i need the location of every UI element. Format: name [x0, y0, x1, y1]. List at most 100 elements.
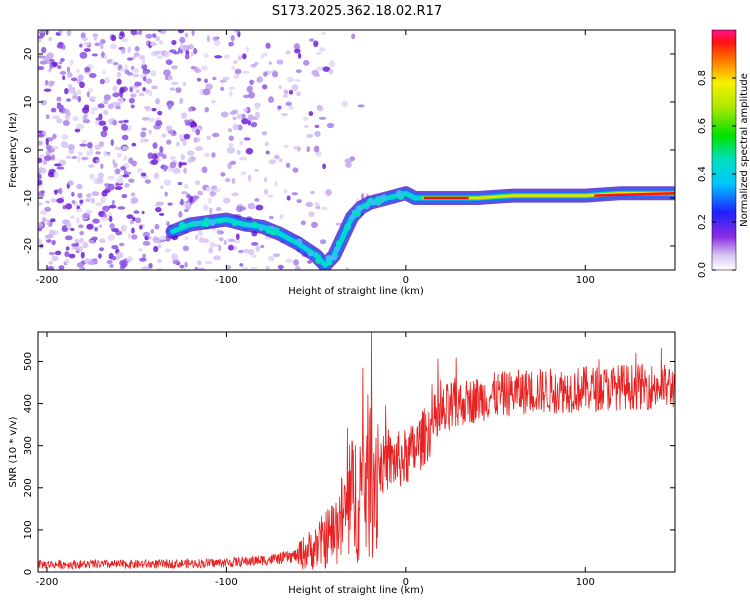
spectrogram-noise-blob — [85, 209, 93, 214]
ridge-blob — [273, 228, 279, 233]
spectrogram-noise-blob — [139, 138, 144, 143]
spectrogram-noise-blob — [38, 133, 44, 138]
spectrogram-noise-blob — [130, 104, 135, 109]
spectrogram-noise-blob — [205, 187, 211, 192]
spectrogram-noise-blob — [52, 133, 57, 140]
spectrogram-noise-blob — [158, 236, 167, 241]
spectrogram-noise-blob — [123, 169, 127, 175]
spectrogram-noise-blob — [223, 240, 227, 245]
spectrogram-noise-blob — [145, 78, 153, 84]
spectrogram-noise-blob — [296, 91, 302, 97]
spectrogram-noise-blob — [211, 152, 216, 158]
spectrogram-noise-blob — [267, 194, 274, 198]
spectrogram-noise-blob — [66, 224, 72, 229]
spectrogram-noise-blob — [302, 60, 310, 66]
spectrogram-noise-blob — [141, 266, 150, 270]
spectrogram-noise-blob — [53, 171, 59, 178]
spectrogram-noise-blob — [239, 263, 244, 267]
spectrogram-noise-blob — [135, 89, 140, 94]
spectrogram-noise-blob — [67, 72, 73, 78]
spectrogram-noise-blob — [243, 108, 249, 112]
spectrogram-noise-blob — [38, 130, 43, 134]
spectrogram-noise-blob — [344, 158, 353, 164]
spectrogram-noise-blob — [183, 133, 191, 140]
spectrogram-noise-blob — [154, 223, 160, 230]
spectrogram-noise-blob — [127, 232, 131, 239]
spectrogram-noise-blob — [121, 134, 129, 141]
spectrogram-noise-blob — [285, 50, 291, 55]
spectrogram-noise-blob — [241, 118, 249, 125]
spectrogram-noise-blob — [167, 202, 173, 206]
spectrogram-noise-blob — [38, 260, 41, 267]
spectrogram-noise-blob — [134, 46, 140, 52]
spectrogram-noise-blob — [235, 233, 240, 241]
spectrogram-noise-blob — [116, 152, 122, 158]
spectrogram-noise-blob — [193, 137, 198, 143]
spectrogram-noise-blob — [86, 223, 94, 230]
spectrogram-x-axis: -200 -100 0 100 — [36, 30, 595, 286]
spectrogram-noise-blob — [272, 253, 280, 257]
colorbar-label: Normalized spectral amplitude — [739, 73, 750, 227]
spectrogram-noise-blob — [71, 243, 79, 247]
spectrogram-noise-blob — [75, 245, 84, 253]
snr-x-tick-label: -200 — [36, 577, 59, 588]
spectrogram-noise-blob — [50, 154, 56, 161]
ridge-blob — [191, 222, 196, 227]
spectrogram-noise-blob — [223, 54, 231, 59]
spectrogram-noise-blob — [179, 97, 184, 102]
spectrogram-noise-blob — [45, 138, 49, 146]
spectrogram-noise-blob — [165, 125, 173, 132]
spectrogram-noise-blob — [315, 205, 321, 210]
spectrogram-noise-blob — [228, 90, 233, 97]
spectrogram-noise-blob — [251, 254, 257, 259]
spectrogram-noise-blob — [103, 94, 111, 101]
spectrogram-noise-blob — [142, 240, 151, 246]
spectrogram-noise-blob — [102, 125, 109, 132]
ridge-max-segment — [594, 191, 675, 197]
spectrogram-noise-blob — [183, 183, 190, 189]
spectrogram-noise-blob — [76, 262, 84, 268]
spectrogram-noise-blob — [123, 224, 128, 231]
spectrogram-noise-blob — [50, 198, 57, 203]
spectrogram-noise-blob — [68, 87, 76, 94]
spectrogram-noise-blob — [234, 30, 240, 34]
spectrogram-noise-blob — [43, 155, 52, 161]
spectrogram-noise-blob — [115, 182, 119, 186]
spectrogram-noise-blob — [64, 88, 69, 95]
spectrogram-noise-blob — [328, 60, 336, 68]
spectrogram-noise-blob — [248, 79, 255, 85]
spectrogram-noise-blob — [344, 267, 350, 270]
spectrogram-noise-blob — [82, 212, 91, 219]
spectrogram-noise-blob — [56, 96, 62, 102]
spectrogram-noise-blob — [232, 60, 238, 65]
spectrogram-noise-blob — [112, 92, 120, 98]
spectrogram-noise-blob — [95, 151, 101, 155]
spectrogram-noise-blob — [202, 88, 211, 96]
spectrogram-noise-blob — [94, 144, 102, 150]
spectrogram-noise-blob — [109, 263, 114, 268]
spectrogram-noise-blob — [310, 190, 315, 195]
spectrogram-noise-blob — [239, 140, 244, 146]
spectrogram-noise-blob — [56, 65, 62, 69]
spectrogram-noise-blob — [276, 59, 284, 65]
spectrogram-noise-blob — [128, 97, 135, 104]
spectrogram-noise-blob — [152, 33, 157, 38]
snr-x-tick-label: 0 — [403, 577, 409, 588]
spectrogram-noise-blob — [291, 192, 298, 196]
spectrogram-noise-blob — [107, 234, 115, 242]
spectrogram-noise-blob — [144, 179, 152, 184]
spectrogram-noise-blob — [321, 206, 328, 211]
spectrogram-noise-blob — [141, 117, 150, 121]
spectrogram-noise-blob — [46, 52, 54, 60]
spectrogram-noise-blob — [38, 140, 44, 146]
spectrogram-noise-blob — [205, 83, 213, 91]
spectrogram-noise-blob — [138, 30, 143, 36]
snr-plot-area — [38, 332, 675, 570]
spectrogram-noise-blob — [265, 42, 271, 49]
spectrogram-noise-blob — [150, 159, 159, 165]
spectrogram-noise-blob — [158, 212, 165, 216]
spectrogram-noise-blob — [304, 124, 309, 128]
spectrogram-noise-blob — [91, 236, 98, 241]
spectrogram-noise-blob — [130, 93, 137, 98]
spectrogram-noise-blob — [277, 105, 282, 110]
